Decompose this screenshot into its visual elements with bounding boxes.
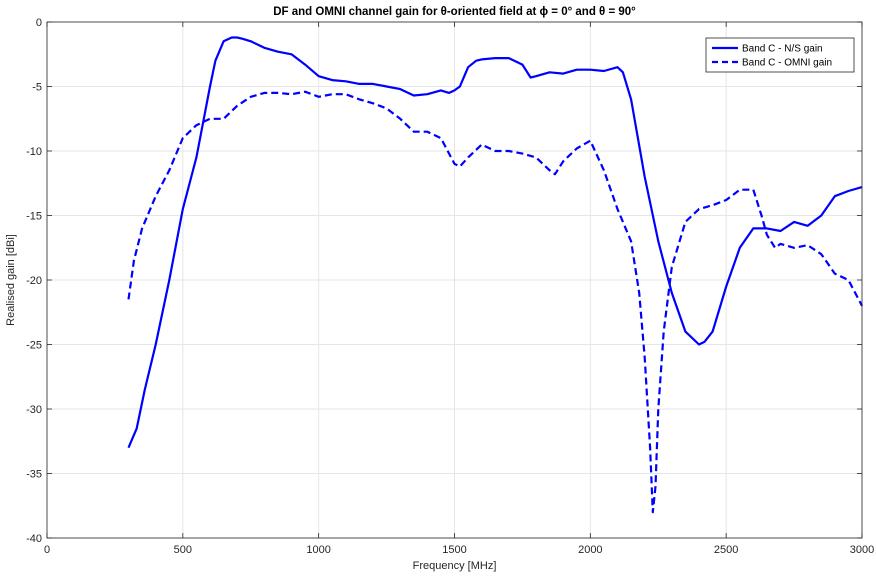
x-axis-ticks: 0 500 1000 1500 2000 2500 3000	[44, 22, 874, 556]
x-tick-label: 3000	[850, 544, 874, 556]
y-tick-label: -35	[26, 469, 42, 481]
legend-box	[705, 37, 855, 73]
legend: Band C - N/S gain Band C - OMNI gain	[705, 37, 855, 73]
y-tick-label: -15	[26, 211, 42, 223]
x-tick-label: 1500	[442, 544, 466, 556]
y-axis-label: Realised gain [dBi]	[5, 234, 17, 326]
y-tick-label: -30	[26, 404, 42, 416]
x-tick-label: 1000	[306, 544, 330, 556]
x-axis-label: Frequency [MHz]	[413, 560, 497, 572]
x-tick-label: 2000	[578, 544, 602, 556]
y-tick-label: -20	[26, 275, 42, 287]
y-tick-label: -5	[32, 82, 42, 94]
y-tick-label: 0	[36, 17, 42, 29]
y-tick-label: -40	[26, 533, 42, 545]
chart-title: DF and OMNI channel gain for θ-oriented …	[273, 6, 636, 18]
y-tick-label: -25	[26, 340, 42, 352]
series-lines	[127, 36, 863, 514]
y-axis-ticks: 0 -5 -10 -15 -20 -25 -30 -35 -40	[26, 17, 862, 545]
x-tick-label: 2500	[714, 544, 738, 556]
legend-label-omni-gain: Band C - OMNI gain	[742, 58, 832, 69]
series-line-omni-gain	[127, 90, 863, 514]
x-tick-label: 0	[44, 544, 50, 556]
x-tick-label: 500	[174, 544, 192, 556]
y-tick-label: -10	[26, 146, 42, 158]
legend-label-ns-gain: Band C - N/S gain	[742, 44, 823, 55]
series-line-ns-gain	[127, 36, 863, 449]
